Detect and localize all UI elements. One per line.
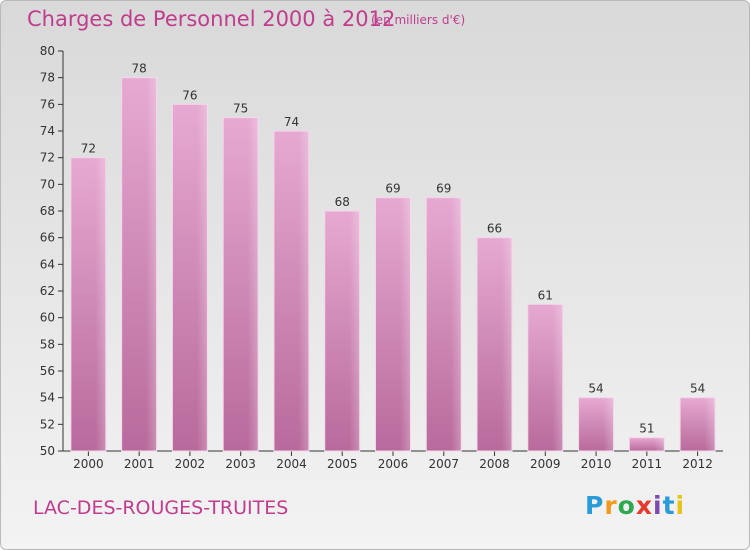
- bar-highlight: [578, 397, 614, 451]
- data-label: 66: [487, 222, 502, 236]
- x-tick-label: 2000: [73, 457, 104, 471]
- y-tick-label: 54: [40, 391, 55, 405]
- y-tick-label: 64: [40, 257, 55, 271]
- x-tick-label: 2010: [581, 457, 612, 471]
- proxiti-logo[interactable]: Proxiti: [585, 491, 685, 520]
- y-tick-label: 62: [40, 284, 55, 298]
- data-label: 51: [639, 422, 654, 436]
- bar-highlight: [223, 117, 259, 452]
- data-label: 54: [690, 382, 705, 396]
- y-tick-label: 60: [40, 311, 55, 325]
- bar-highlight: [324, 211, 360, 451]
- y-axis: 50 52 54 56 58 60 62 64 66 68 70 72 74 76 78 80: [40, 44, 64, 458]
- x-tick-label: 2002: [175, 457, 206, 471]
- x-tick-label: 2006: [378, 457, 409, 471]
- bar-highlight: [629, 437, 665, 451]
- logo-letter: t: [662, 491, 676, 520]
- x-tick-label: 2005: [327, 457, 358, 471]
- x-tick-label: 2003: [225, 457, 256, 471]
- y-tick-label: 50: [40, 444, 55, 458]
- bars: [70, 77, 716, 452]
- y-tick-label: 52: [40, 417, 55, 431]
- y-tick-label: 80: [40, 44, 55, 58]
- y-tick-label: 66: [40, 231, 55, 245]
- y-tick-label: 68: [40, 204, 55, 218]
- data-labels: 72 78 76 75 74 68 69 69 66 61 54 51 54: [81, 62, 706, 436]
- x-tick-label: 2004: [276, 457, 307, 471]
- logo-letter: o: [617, 491, 636, 520]
- logo-letter: x: [635, 491, 653, 520]
- data-label: 76: [182, 88, 197, 102]
- data-label: 72: [81, 142, 96, 156]
- data-label: 69: [385, 182, 400, 196]
- x-tick-label: 2012: [682, 457, 713, 471]
- x-tick-label: 2011: [632, 457, 663, 471]
- x-axis: 2000 2001 2002 2003 2004 2005 2006 2007 2008 2009…: [63, 450, 723, 471]
- data-label: 68: [335, 195, 350, 209]
- chart-unit-label: (en milliers d'€): [371, 13, 466, 27]
- logo-letter: r: [604, 491, 618, 520]
- x-tick-label: 2001: [124, 457, 155, 471]
- logo-letter: i: [675, 491, 686, 520]
- bar-highlight: [70, 157, 106, 451]
- y-tick-label: 70: [40, 177, 55, 191]
- data-label: 74: [284, 115, 299, 129]
- y-tick-label: 76: [40, 97, 55, 111]
- bar-highlight: [375, 197, 411, 451]
- bar-highlight: [172, 104, 208, 451]
- data-label: 69: [436, 182, 451, 196]
- bar-highlight: [426, 197, 462, 451]
- x-tick-label: 2007: [428, 457, 459, 471]
- bar-highlight: [121, 77, 157, 452]
- y-tick-label: 72: [40, 151, 55, 165]
- bar-highlight: [273, 131, 309, 451]
- logo-letter: i: [653, 491, 663, 520]
- data-label: 75: [233, 102, 248, 116]
- data-label: 78: [132, 62, 147, 76]
- bar-highlight: [680, 397, 716, 451]
- chart-title: Charges de Personnel 2000 à 2012: [27, 7, 396, 31]
- logo-letter: P: [585, 491, 605, 520]
- bar-highlight: [477, 237, 513, 451]
- y-tick-label: 56: [40, 364, 55, 378]
- bar-highlight: [527, 304, 563, 451]
- y-tick-label: 78: [40, 71, 55, 85]
- x-tick-label: 2008: [479, 457, 510, 471]
- y-tick-label: 58: [40, 337, 55, 351]
- data-label: 61: [538, 288, 553, 302]
- y-tick-label: 74: [40, 124, 55, 138]
- x-tick-label: 2009: [530, 457, 561, 471]
- commune-name: LAC-DES-ROUGES-TRUITES: [33, 497, 289, 519]
- data-label: 54: [588, 382, 603, 396]
